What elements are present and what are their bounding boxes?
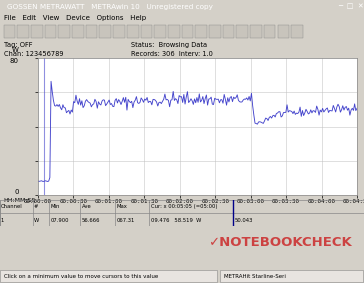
Bar [113, 25, 125, 38]
Bar [154, 25, 166, 38]
Text: GOSSEN METRAWATT   METRAwin 10   Unregistered copy: GOSSEN METRAWATT METRAwin 10 Unregistere… [7, 3, 213, 10]
Text: Chan: 123456789: Chan: 123456789 [4, 52, 63, 57]
Bar [99, 25, 111, 38]
Text: ✓NOTEBOOKCHECK: ✓NOTEBOOKCHECK [208, 235, 352, 248]
Text: 80: 80 [10, 58, 19, 64]
Bar [250, 25, 262, 38]
Bar [264, 25, 276, 38]
Bar [86, 25, 98, 38]
Bar [17, 25, 29, 38]
Bar [72, 25, 84, 38]
Text: 07.900: 07.900 [50, 218, 69, 223]
Bar [168, 25, 179, 38]
Text: Tag: OFF: Tag: OFF [4, 42, 32, 48]
Bar [291, 25, 303, 38]
Text: #: # [33, 204, 38, 209]
Bar [277, 25, 289, 38]
Text: Max: Max [116, 204, 127, 209]
Bar [195, 25, 207, 38]
Text: Click on a minimum value to move cursors to this value: Click on a minimum value to move cursors… [4, 273, 158, 278]
Text: Cur: x 00:05:05 (=05:00): Cur: x 00:05:05 (=05:00) [151, 204, 218, 209]
Bar [237, 25, 248, 38]
Text: W: W [33, 218, 39, 223]
Bar [223, 25, 234, 38]
Text: 50.043: 50.043 [235, 218, 253, 223]
Text: 067.31: 067.31 [116, 218, 135, 223]
Bar [4, 25, 15, 38]
Text: HH:MM:SS: HH:MM:SS [3, 198, 35, 203]
Bar [182, 25, 193, 38]
Text: Channel: Channel [1, 204, 23, 209]
Text: 1: 1 [1, 218, 4, 223]
Text: Ave: Ave [82, 204, 92, 209]
Bar [220, 270, 363, 282]
Bar [127, 25, 139, 38]
Bar [141, 25, 152, 38]
Text: ─  □  ✕: ─ □ ✕ [339, 3, 364, 10]
Text: Records: 306  Interv: 1.0: Records: 306 Interv: 1.0 [131, 52, 213, 57]
Text: 0: 0 [14, 189, 19, 195]
Bar [0, 270, 217, 282]
Text: 09.476   58.519  W: 09.476 58.519 W [151, 218, 201, 223]
Text: File   Edit   View   Device   Options   Help: File Edit View Device Options Help [4, 15, 146, 21]
Bar [58, 25, 70, 38]
Bar [209, 25, 221, 38]
Text: 56.666: 56.666 [82, 218, 100, 223]
Text: Min: Min [50, 204, 60, 209]
Text: Status:  Browsing Data: Status: Browsing Data [131, 42, 207, 48]
Text: W: W [12, 47, 19, 53]
Text: METRAHit Starline-Seri: METRAHit Starline-Seri [224, 273, 286, 278]
Bar [31, 25, 43, 38]
Bar [45, 25, 56, 38]
